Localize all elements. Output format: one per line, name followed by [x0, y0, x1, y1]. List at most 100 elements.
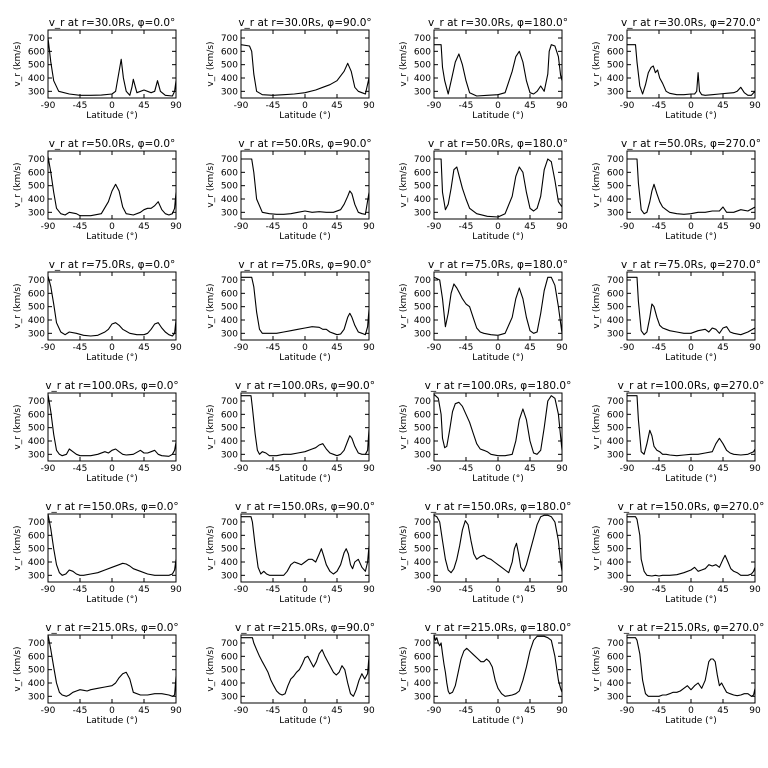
- y-axis-label: v_r (km/s): [13, 283, 23, 328]
- x-axis-label: Latitude (°): [665, 716, 716, 726]
- x-tick-label: 90: [363, 343, 375, 353]
- panel: v_r at r=215.0Rs, φ=270.0° -90 -45 0 45 90 300…: [592, 622, 764, 726]
- series-line: [627, 637, 756, 697]
- x-tick-label: 45: [524, 343, 535, 353]
- series-line: [241, 276, 370, 336]
- panel: v_r at r=100.0Rs, φ=0.0° -90 -45 0 45 90 300 40…: [13, 380, 182, 484]
- plot-frame: [240, 29, 370, 99]
- y-tick-label: 400: [28, 195, 45, 205]
- panel: v_r at r=50.0Rs, φ=180.0° -90 -45 0 45 90 300 4…: [399, 138, 568, 242]
- y-tick-label: 700: [221, 518, 238, 528]
- panel: v_r at r=50.0Rs, φ=90.0° -90 -45 0 45 90 300 40…: [206, 138, 375, 242]
- panel: v_r at r=30.0Rs, φ=270.0° -90 -45 0 45 90 300 4…: [592, 17, 761, 121]
- y-tick-label: 600: [28, 410, 45, 420]
- x-tick-label: -45: [73, 706, 88, 716]
- x-tick-label: 90: [749, 222, 761, 232]
- x-tick-label: -45: [266, 706, 281, 716]
- x-tick-label: 90: [170, 222, 182, 232]
- y-axis-label: v_r (km/s): [592, 525, 602, 570]
- x-tick-label: 45: [717, 222, 728, 232]
- x-tick-label: 45: [331, 101, 342, 111]
- y-tick-label: 300: [221, 571, 238, 581]
- series-line: [47, 513, 177, 576]
- series-line: [433, 634, 563, 697]
- x-axis-label: Latitude (°): [665, 595, 716, 605]
- y-tick-label: 700: [607, 34, 624, 44]
- y-axis-label: v_r (km/s): [592, 646, 602, 691]
- y-axis-label: v_r (km/s): [399, 525, 409, 570]
- plot-frame: [240, 392, 370, 462]
- panel: v_r at r=75.0Rs, φ=270.0° -90 -45 0 45 90 300 4…: [592, 259, 761, 363]
- x-tick-label: 45: [524, 101, 535, 111]
- x-tick-label: 45: [717, 706, 728, 716]
- x-axis-label: Latitude (°): [279, 595, 330, 605]
- x-tick-label: 0: [109, 464, 115, 474]
- panel-title: v_r at r=150.0Rs, φ=180.0°: [425, 501, 572, 513]
- x-tick-label: 45: [138, 464, 149, 474]
- x-tick-label: -45: [652, 101, 667, 111]
- y-tick-label: 600: [607, 168, 624, 178]
- x-tick-label: -90: [427, 101, 442, 111]
- x-axis-label: Latitude (°): [279, 716, 330, 726]
- y-tick-label: 400: [221, 679, 238, 689]
- y-tick-label: 300: [414, 692, 431, 702]
- panel-title: v_r at r=75.0Rs, φ=180.0°: [428, 259, 568, 271]
- x-tick-label: 45: [717, 585, 728, 595]
- panel: v_r at r=75.0Rs, φ=90.0° -90 -45 0 45 90 300 40…: [206, 259, 375, 363]
- panel-title: v_r at r=50.0Rs, φ=270.0°: [621, 138, 761, 150]
- x-tick-label: -90: [620, 343, 635, 353]
- x-tick-label: -90: [41, 706, 56, 716]
- y-tick-label: 600: [221, 652, 238, 662]
- x-tick-label: 90: [170, 343, 182, 353]
- x-tick-label: 45: [524, 464, 535, 474]
- x-tick-label: 90: [749, 101, 761, 111]
- x-tick-label: -90: [427, 222, 442, 232]
- x-tick-label: 45: [331, 706, 342, 716]
- panel: v_r at r=215.0Rs, φ=90.0° -90 -45 0 45 90 300 4…: [206, 622, 375, 726]
- series-line: [433, 514, 563, 574]
- plot-frame: [47, 150, 177, 220]
- x-tick-label: 90: [749, 464, 761, 474]
- x-axis-label: Latitude (°): [665, 232, 716, 242]
- plot-frame: [433, 150, 563, 220]
- series-line: [47, 634, 177, 697]
- plot-frame: [626, 634, 756, 704]
- plot-frame: [626, 150, 756, 220]
- x-axis-label: Latitude (°): [86, 595, 137, 605]
- y-tick-label: 700: [607, 155, 624, 165]
- x-tick-label: -90: [620, 585, 635, 595]
- y-tick-label: 400: [414, 558, 431, 568]
- y-tick-label: 400: [607, 679, 624, 689]
- y-tick-label: 600: [221, 531, 238, 541]
- y-tick-label: 600: [607, 652, 624, 662]
- x-tick-label: 0: [109, 343, 115, 353]
- x-tick-label: -90: [41, 222, 56, 232]
- x-tick-label: 0: [302, 464, 308, 474]
- y-tick-label: 500: [221, 424, 238, 434]
- series-line: [241, 395, 370, 457]
- y-tick-label: 600: [414, 47, 431, 57]
- x-tick-label: -45: [73, 343, 88, 353]
- y-tick-label: 600: [607, 47, 624, 57]
- x-axis-label: Latitude (°): [665, 353, 716, 363]
- y-tick-label: 500: [414, 545, 431, 555]
- series-line: [241, 637, 370, 697]
- y-tick-label: 500: [414, 666, 431, 676]
- y-tick-label: 400: [607, 195, 624, 205]
- y-axis-label: v_r (km/s): [592, 283, 602, 328]
- panel: v_r at r=215.0Rs, φ=0.0° -90 -45 0 45 90 300 40…: [13, 622, 182, 726]
- y-tick-label: 500: [414, 424, 431, 434]
- x-tick-label: -45: [73, 101, 88, 111]
- y-tick-label: 600: [28, 652, 45, 662]
- x-axis-label: Latitude (°): [472, 595, 523, 605]
- y-tick-label: 700: [607, 518, 624, 528]
- y-axis-label: v_r (km/s): [206, 41, 216, 86]
- y-tick-label: 500: [414, 303, 431, 313]
- y-tick-label: 400: [28, 558, 45, 568]
- x-tick-label: 45: [524, 706, 535, 716]
- panel-title: v_r at r=100.0Rs, φ=0.0°: [45, 380, 178, 392]
- series-line: [241, 158, 370, 215]
- y-tick-label: 600: [221, 168, 238, 178]
- x-tick-label: -45: [459, 101, 474, 111]
